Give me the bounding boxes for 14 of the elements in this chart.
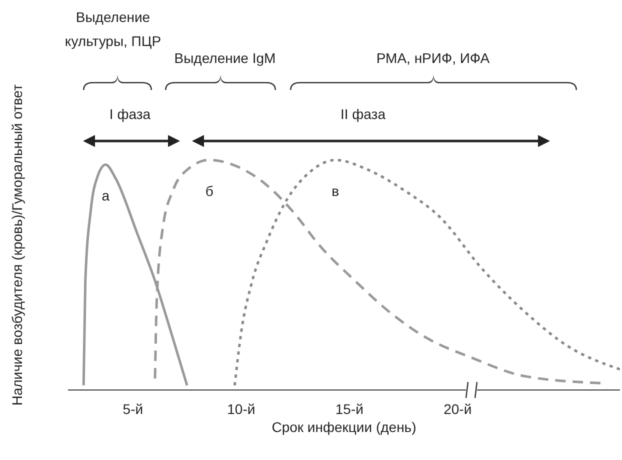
x-tick-label: 20-й — [444, 400, 472, 417]
text: РМА, нРИФ, ИФА — [376, 50, 490, 66]
text: I фаза — [109, 106, 151, 122]
text: II фаза — [340, 106, 386, 122]
text: Выделение IgM — [174, 50, 276, 66]
text: Выделение культуры, ПЦР — [64, 9, 162, 49]
series-label: в — [332, 183, 340, 199]
x-tick-label: 5-й — [122, 400, 144, 417]
x-tick-label: 15-й — [335, 400, 364, 417]
series-label: а — [102, 188, 110, 204]
x-axis-title: Срок инфекции (день) — [272, 419, 416, 435]
series-label: б — [205, 183, 214, 199]
y-axis-title: Наличие возбудителя (кровь)/Гуморальный ответ — [9, 84, 25, 406]
x-tick-label: 10-й — [227, 400, 256, 417]
